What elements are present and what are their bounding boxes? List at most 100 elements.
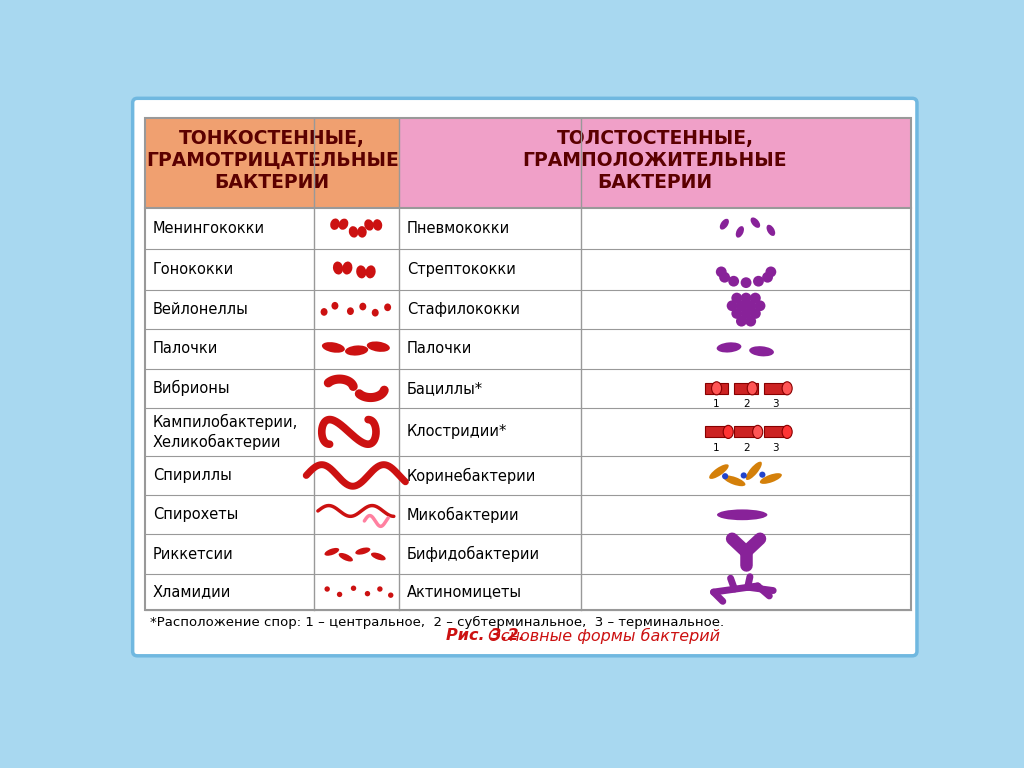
Ellipse shape (384, 303, 391, 311)
Ellipse shape (365, 220, 374, 230)
Bar (734, 426, 758, 437)
Ellipse shape (722, 473, 728, 479)
Text: Палочки: Палочки (153, 342, 218, 356)
Ellipse shape (723, 425, 733, 439)
Ellipse shape (710, 465, 729, 479)
Text: Гонококки: Гонококки (153, 262, 234, 277)
Text: Основные формы бактерий: Основные формы бактерий (483, 627, 720, 644)
Ellipse shape (349, 227, 358, 237)
Text: Микобактерии: Микобактерии (407, 507, 519, 523)
Ellipse shape (750, 346, 774, 356)
Text: Актиномицеты: Актиномицеты (407, 584, 522, 600)
Ellipse shape (377, 586, 383, 591)
Text: Риккетсии: Риккетсии (153, 547, 233, 561)
Bar (734, 383, 758, 394)
Ellipse shape (716, 266, 727, 277)
Text: Стрептококки: Стрептококки (407, 262, 516, 277)
Ellipse shape (325, 548, 339, 556)
Text: 1: 1 (714, 399, 720, 409)
Ellipse shape (740, 277, 752, 288)
Ellipse shape (367, 342, 390, 352)
Ellipse shape (745, 300, 756, 311)
Ellipse shape (745, 316, 756, 326)
Ellipse shape (321, 308, 328, 316)
Ellipse shape (712, 382, 722, 395)
Ellipse shape (782, 382, 793, 395)
Ellipse shape (366, 266, 376, 278)
Text: ТОНКОСТЕННЫЕ,
ГРАМОТРИЦАТЕЛЬНЫЕ
БАКТЕРИИ: ТОНКОСТЕННЫЕ, ГРАМОТРИЦАТЕЛЬНЫЕ БАКТЕРИИ (145, 129, 398, 192)
Ellipse shape (750, 293, 761, 303)
Text: Хламидии: Хламидии (153, 584, 231, 600)
Ellipse shape (753, 425, 763, 439)
Text: Стафилококки: Стафилококки (407, 302, 520, 317)
Text: 3: 3 (772, 442, 779, 452)
Ellipse shape (719, 272, 730, 283)
Ellipse shape (745, 462, 762, 480)
Text: Бациллы*: Бациллы* (407, 381, 483, 396)
Ellipse shape (723, 475, 745, 486)
Bar (705, 426, 728, 437)
Ellipse shape (337, 591, 342, 597)
Ellipse shape (357, 226, 367, 237)
Ellipse shape (365, 591, 371, 596)
Ellipse shape (736, 300, 746, 311)
Ellipse shape (717, 509, 767, 520)
Ellipse shape (355, 548, 371, 554)
Ellipse shape (760, 473, 782, 484)
Ellipse shape (740, 472, 746, 478)
Bar (145, 118, 399, 208)
Text: 2: 2 (742, 399, 750, 409)
Ellipse shape (325, 586, 330, 591)
Text: Вибрионы: Вибрионы (153, 380, 230, 396)
Text: Спириллы: Спириллы (153, 468, 231, 483)
Ellipse shape (731, 308, 742, 319)
Ellipse shape (782, 425, 793, 439)
Ellipse shape (736, 226, 744, 237)
Ellipse shape (767, 225, 775, 236)
Ellipse shape (755, 300, 765, 311)
Ellipse shape (342, 262, 352, 274)
Ellipse shape (332, 302, 338, 310)
Ellipse shape (720, 219, 729, 230)
Text: Рис. 3.2.: Рис. 3.2. (445, 628, 524, 644)
Ellipse shape (351, 585, 356, 591)
Text: 3: 3 (772, 399, 779, 409)
Ellipse shape (762, 272, 773, 283)
Ellipse shape (727, 300, 737, 311)
Ellipse shape (759, 472, 765, 478)
Bar (764, 426, 787, 437)
Ellipse shape (371, 552, 386, 561)
Text: 1: 1 (714, 442, 720, 452)
Text: Спирохеты: Спирохеты (153, 508, 238, 522)
Ellipse shape (347, 307, 354, 315)
Ellipse shape (748, 382, 758, 395)
Ellipse shape (333, 262, 343, 274)
Text: Вейлонеллы: Вейлонеллы (153, 302, 249, 317)
Bar (705, 383, 728, 394)
Ellipse shape (765, 266, 776, 277)
Text: Пневмококки: Пневмококки (407, 221, 510, 237)
FancyBboxPatch shape (133, 98, 916, 656)
Ellipse shape (359, 303, 367, 310)
Ellipse shape (373, 219, 382, 230)
Text: *Расположение спор: 1 – центральное,  2 – субтерминальное,  3 – терминальное.: *Расположение спор: 1 – центральное, 2 –… (150, 616, 724, 629)
Ellipse shape (388, 592, 393, 598)
Ellipse shape (717, 343, 741, 353)
Ellipse shape (330, 218, 340, 230)
Text: Бифидобактерии: Бифидобактерии (407, 546, 540, 562)
Bar (399, 118, 910, 208)
Text: Клостридии*: Клостридии* (407, 425, 507, 439)
Ellipse shape (728, 276, 739, 286)
Ellipse shape (339, 219, 348, 230)
Ellipse shape (740, 308, 752, 319)
Text: Палочки: Палочки (407, 342, 472, 356)
Text: ТОЛСТОСТЕННЫЕ,
ГРАМПОЛОЖИТЕЛЬНЫЕ
БАКТЕРИИ: ТОЛСТОСТЕННЫЕ, ГРАМПОЛОЖИТЕЛЬНЫЕ БАКТЕРИ… (522, 129, 787, 192)
Bar (764, 383, 787, 394)
Bar (145, 118, 910, 611)
Ellipse shape (753, 276, 764, 286)
Text: Коринебактерии: Коринебактерии (407, 468, 537, 484)
Ellipse shape (356, 266, 367, 278)
Ellipse shape (345, 346, 369, 356)
Text: Кампилобактерии,
Хеликобактерии: Кампилобактерии, Хеликобактерии (153, 414, 298, 450)
Ellipse shape (740, 293, 752, 303)
